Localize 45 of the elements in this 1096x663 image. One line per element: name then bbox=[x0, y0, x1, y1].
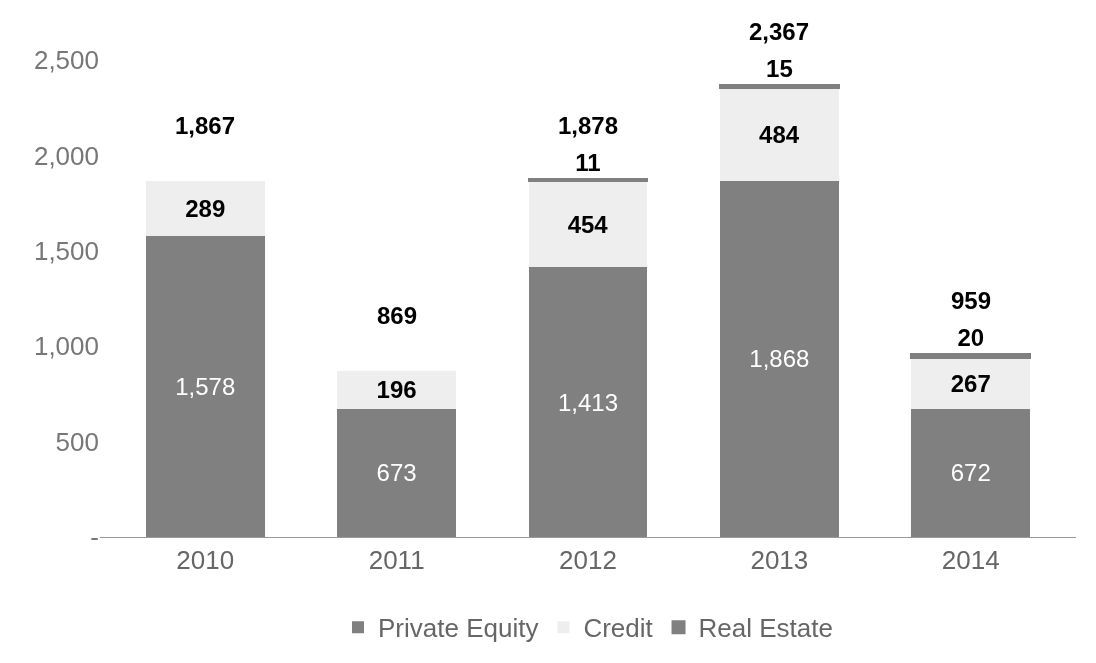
data-label: 267 bbox=[950, 369, 991, 397]
bar bbox=[528, 267, 648, 537]
data-label: 289 bbox=[185, 194, 226, 222]
data-label: 15 bbox=[766, 55, 793, 83]
bar bbox=[145, 235, 265, 537]
bar bbox=[719, 84, 840, 90]
data-label: 484 bbox=[759, 120, 800, 148]
bar bbox=[337, 371, 456, 409]
total-label: 2,367 bbox=[749, 18, 810, 45]
data-label: 454 bbox=[567, 210, 609, 238]
legend-label: Private Equity bbox=[378, 613, 539, 644]
data-label: 1,413 bbox=[557, 388, 619, 416]
bar bbox=[528, 180, 648, 268]
bar bbox=[527, 177, 649, 182]
y-tick-label: 2,500 bbox=[33, 45, 99, 76]
y-tick-label: 500 bbox=[55, 426, 99, 457]
bar bbox=[145, 180, 265, 236]
y-tick-label: 2,000 bbox=[33, 140, 99, 171]
x-tick-label: 2013 bbox=[750, 545, 809, 576]
bar bbox=[337, 408, 456, 537]
bar bbox=[911, 408, 1031, 537]
total-label: 959 bbox=[951, 287, 992, 314]
total-label: 1,878 bbox=[558, 112, 619, 139]
bar bbox=[720, 180, 839, 537]
total-label: 1,867 bbox=[175, 112, 236, 139]
x-tick-label: 2012 bbox=[559, 545, 617, 576]
legend-label: Real Estate bbox=[698, 613, 833, 644]
data-label: 11 bbox=[575, 148, 601, 176]
data-label: 196 bbox=[376, 376, 417, 404]
data-label: 20 bbox=[957, 324, 985, 352]
total-label: 869 bbox=[377, 302, 418, 329]
bar bbox=[911, 357, 1031, 409]
data-label: 672 bbox=[950, 459, 991, 487]
y-tick-label: - bbox=[90, 522, 99, 553]
data-label: 1,868 bbox=[749, 345, 810, 373]
x-tick-label: 2014 bbox=[941, 545, 1000, 576]
data-label: 673 bbox=[376, 459, 417, 487]
bar bbox=[910, 353, 1032, 359]
y-tick-label: 1,000 bbox=[33, 331, 99, 362]
legend-label: Credit bbox=[583, 613, 654, 644]
bar bbox=[720, 88, 839, 181]
x-tick-label: 2011 bbox=[368, 545, 425, 576]
data-label: 1,578 bbox=[175, 372, 236, 400]
x-tick-label: 2010 bbox=[176, 545, 235, 576]
y-tick-label: 1,500 bbox=[33, 235, 99, 266]
